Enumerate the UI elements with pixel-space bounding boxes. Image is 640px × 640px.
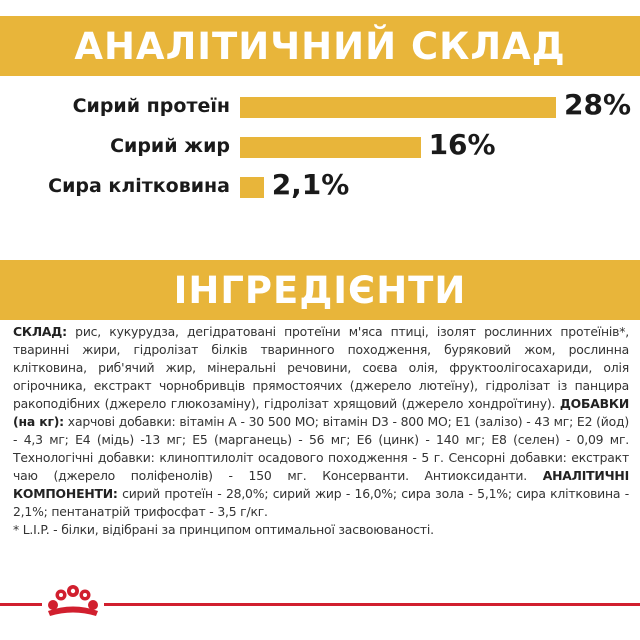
- analysis-bar: [240, 97, 556, 118]
- ingredients-title-banner: ІНГРЕДІЄНТИ: [0, 260, 640, 320]
- analysis-title: АНАЛІТИЧНИЙ СКЛАД: [74, 24, 566, 68]
- analysis-value: 28%: [564, 88, 632, 121]
- composition-label: СКЛАД:: [13, 324, 67, 339]
- analysis-label: Сирий протеїн: [72, 95, 230, 117]
- analysis-label: Сира клітковина: [48, 175, 230, 197]
- components-label: АНАЛІТИЧНІ КОМПОНЕНТИ:: [13, 468, 629, 501]
- royal-canin-crown-icon: [48, 585, 98, 616]
- footer-line-left: [0, 603, 42, 606]
- components-text: сирий протеїн - 28,0%; сирий жир - 16,0%…: [13, 486, 629, 519]
- composition-text: рис, кукурудза, дегідратовані протеїни м…: [13, 324, 629, 411]
- additives-label: ДОБАВКИ (на кг):: [13, 396, 629, 429]
- analysis-title-banner: АНАЛІТИЧНИЙ СКЛАД: [0, 16, 640, 76]
- analysis-bar: [240, 177, 264, 198]
- analysis-label: Сирий жир: [110, 135, 230, 157]
- analysis-value: 16%: [428, 128, 496, 161]
- footnote: * L.I.P. - білки, відібрані за принципом…: [13, 522, 434, 537]
- ingredients-title: ІНГРЕДІЄНТИ: [173, 268, 467, 312]
- analysis-bar: [240, 137, 421, 158]
- footer-line-right: [104, 603, 640, 606]
- analysis-row-fat: Сирий жир 16%: [0, 129, 640, 161]
- analysis-value: 2,1%: [271, 168, 350, 201]
- analysis-row-fiber: Сира клітковина 2,1%: [0, 169, 640, 201]
- additives-text: харчові добавки: вітамін А - 30 500 МО; …: [13, 414, 629, 483]
- ingredients-text: СКЛАД: рис, кукурудза, дегідратовані про…: [13, 323, 629, 539]
- analysis-row-protein: Сирий протеїн 28%: [0, 89, 640, 121]
